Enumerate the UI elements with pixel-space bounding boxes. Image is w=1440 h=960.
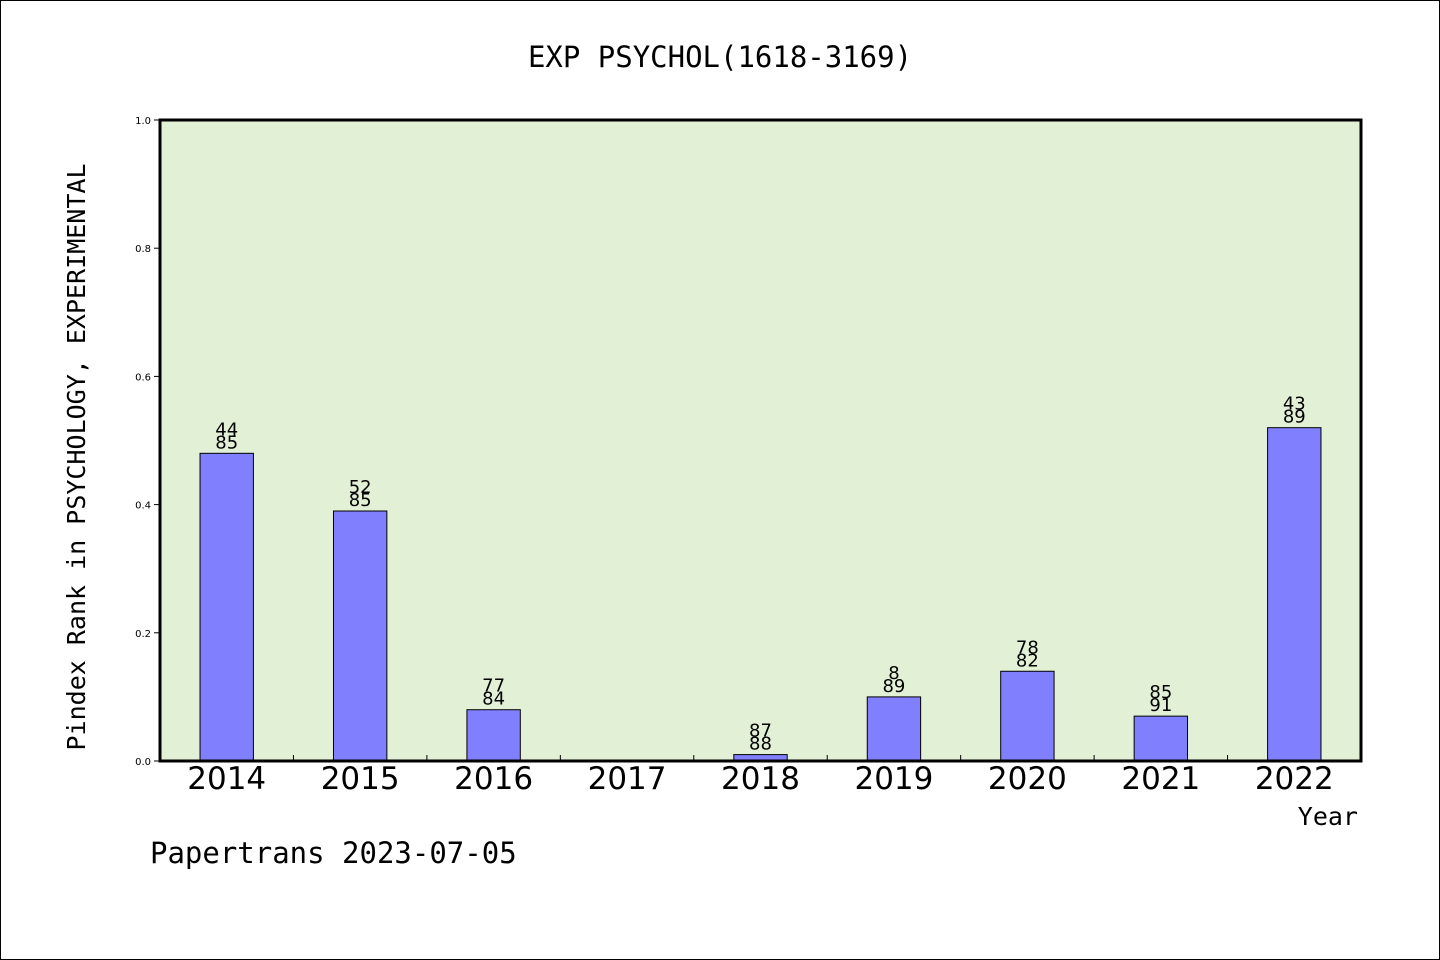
bar-label-bottom-2019: 89 (882, 676, 905, 697)
bar-2021 (1134, 716, 1187, 761)
x-tick-label-2017: 2017 (588, 761, 667, 797)
x-tick-label-2021: 2021 (1121, 761, 1200, 797)
y-tick-label: 0.4 (135, 501, 151, 512)
bar-label-bottom-2018: 88 (749, 734, 772, 755)
x-tick-label-2018: 2018 (721, 761, 800, 797)
chart-title: EXP PSYCHOL(1618-3169) (528, 40, 912, 74)
y-tick-label: 0.6 (135, 372, 151, 383)
bar-2014 (200, 453, 253, 761)
x-tick-label-2016: 2016 (454, 761, 533, 797)
bar-label-bottom-2022: 89 (1283, 407, 1306, 428)
bar-2020 (1001, 671, 1054, 761)
y-axis: 0.0 0.2 0.4 0.6 0.8 1.0 (135, 116, 160, 768)
y-tick-label: 0.0 (135, 757, 151, 768)
bar-2019 (867, 697, 920, 761)
x-axis-label: Year (1298, 802, 1358, 831)
bar-label-bottom-2020: 82 (1016, 650, 1039, 671)
footer-text: Papertrans 2023-07-05 (150, 836, 517, 870)
bar-label-bottom-2014: 85 (215, 432, 238, 453)
chart: EXP PSYCHOL(1618-3169) 44855285778487888… (0, 0, 1440, 960)
bar-2016 (467, 710, 520, 761)
x-tick-label-2022: 2022 (1255, 761, 1334, 797)
bar-label-bottom-2021: 91 (1149, 695, 1172, 716)
y-tick-label: 0.8 (135, 244, 151, 255)
x-tick-label-2015: 2015 (321, 761, 400, 797)
bar-label-bottom-2015: 85 (349, 490, 372, 511)
x-axis: 2014 2015 2016 2017 2018 2019 2020 2021 2022 (187, 755, 1333, 797)
y-tick-label: 0.2 (135, 629, 151, 640)
bar-2015 (333, 511, 386, 761)
bar-label-bottom-2016: 84 (482, 689, 505, 710)
x-tick-label-2014: 2014 (187, 761, 266, 797)
y-axis-label: Pindex Rank in PSYCHOLOGY, EXPERIMENTAL (62, 164, 91, 751)
bar-2022 (1268, 428, 1321, 761)
y-tick-label: 1.0 (135, 116, 151, 127)
x-tick-label-2020: 2020 (988, 761, 1067, 797)
x-tick-label-2019: 2019 (854, 761, 933, 797)
